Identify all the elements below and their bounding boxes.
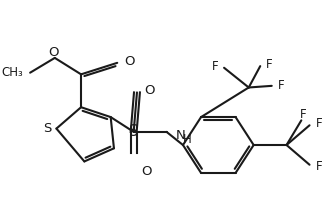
Text: O: O [124, 55, 135, 68]
Text: F: F [278, 79, 284, 92]
Text: F: F [300, 108, 306, 121]
Text: O: O [141, 165, 151, 178]
Text: S: S [43, 122, 52, 135]
Text: S: S [129, 124, 138, 139]
Text: F: F [212, 60, 218, 73]
Text: F: F [316, 117, 322, 130]
Text: CH₃: CH₃ [1, 66, 23, 79]
Text: F: F [316, 160, 322, 173]
Text: F: F [266, 58, 273, 71]
Text: H: H [183, 133, 192, 146]
Text: N: N [176, 129, 186, 142]
Text: O: O [48, 46, 58, 59]
Text: O: O [144, 84, 155, 97]
